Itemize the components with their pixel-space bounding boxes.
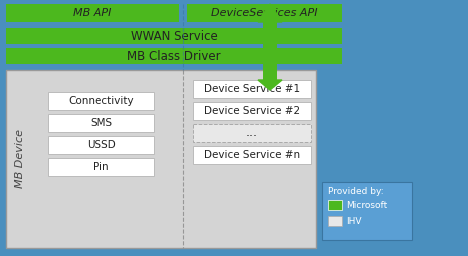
Text: Provided by:: Provided by: bbox=[328, 187, 384, 197]
Text: MB Class Driver: MB Class Driver bbox=[127, 49, 221, 62]
Bar bbox=[48, 158, 154, 176]
Text: Device Service #2: Device Service #2 bbox=[204, 106, 300, 116]
Bar bbox=[322, 182, 412, 240]
Text: SMS: SMS bbox=[90, 118, 112, 128]
Bar bbox=[263, 22, 277, 80]
Text: WWAN Service: WWAN Service bbox=[131, 29, 217, 42]
Bar bbox=[187, 4, 342, 22]
Text: Connectivity: Connectivity bbox=[68, 96, 134, 106]
Text: MB Device: MB Device bbox=[15, 130, 25, 188]
Bar bbox=[6, 4, 179, 22]
Text: IHV: IHV bbox=[346, 217, 361, 226]
Text: MB API: MB API bbox=[73, 8, 112, 18]
Bar bbox=[328, 200, 342, 210]
Bar bbox=[193, 102, 311, 120]
Bar bbox=[6, 48, 342, 64]
Bar bbox=[6, 28, 342, 44]
Bar bbox=[193, 124, 311, 142]
Bar bbox=[193, 146, 311, 164]
Bar bbox=[48, 114, 154, 132]
Text: Device Service #n: Device Service #n bbox=[204, 150, 300, 160]
Bar bbox=[328, 216, 342, 226]
Text: ...: ... bbox=[246, 126, 258, 140]
Bar bbox=[48, 136, 154, 154]
Text: DeviceServices API: DeviceServices API bbox=[211, 8, 318, 18]
Polygon shape bbox=[258, 4, 282, 22]
Text: Device Service #1: Device Service #1 bbox=[204, 84, 300, 94]
Bar bbox=[6, 70, 316, 248]
Text: USSD: USSD bbox=[87, 140, 116, 150]
Polygon shape bbox=[258, 80, 282, 90]
Bar bbox=[48, 92, 154, 110]
Text: Pin: Pin bbox=[93, 162, 109, 172]
Bar bbox=[193, 80, 311, 98]
Text: Microsoft: Microsoft bbox=[346, 200, 387, 209]
